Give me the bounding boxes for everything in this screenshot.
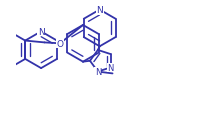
Text: O: O xyxy=(57,39,64,48)
Text: N: N xyxy=(96,6,103,15)
Text: N: N xyxy=(95,67,101,76)
Text: N: N xyxy=(107,63,114,72)
Text: N: N xyxy=(38,28,45,37)
